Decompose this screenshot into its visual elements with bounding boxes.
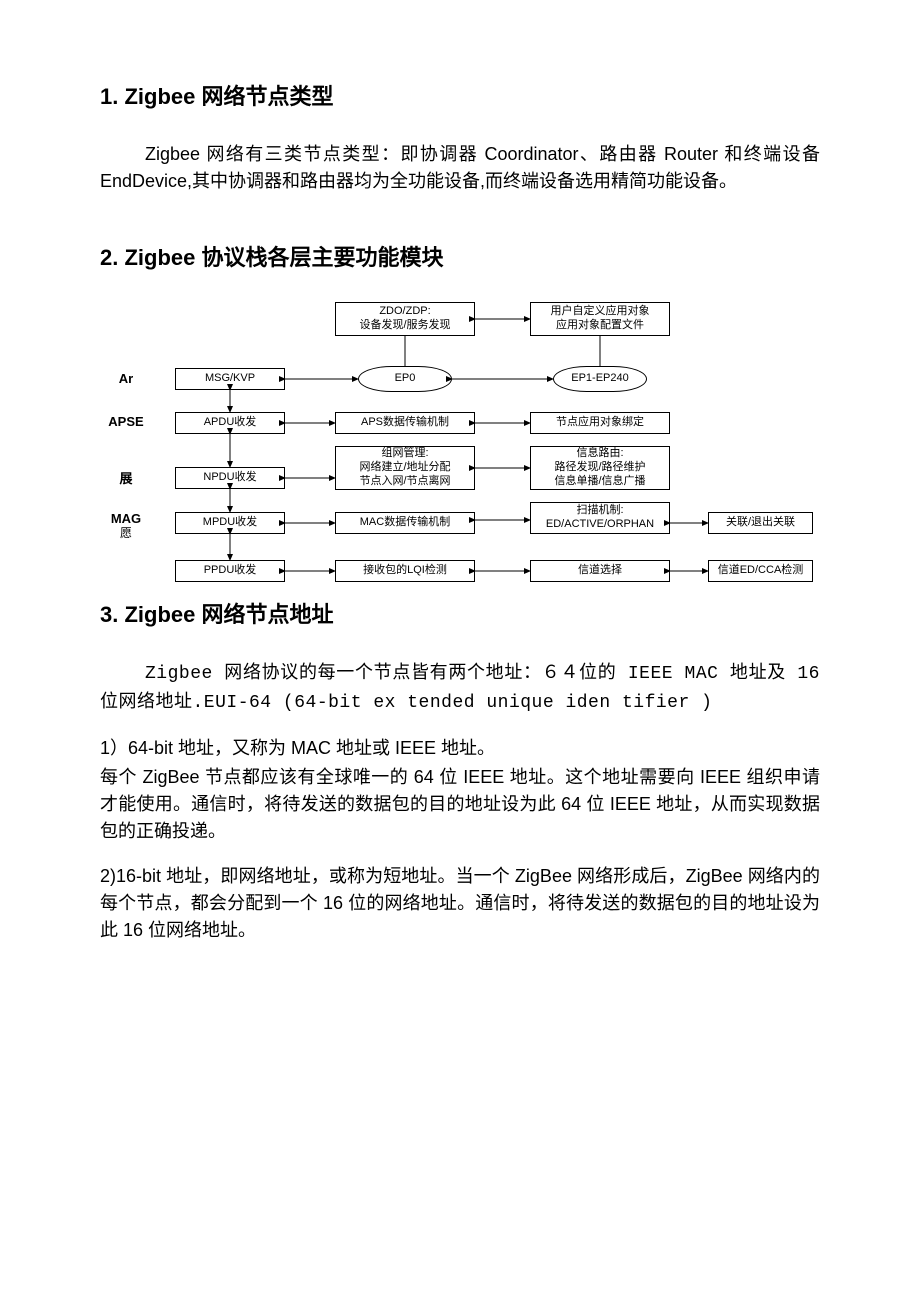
node-route: 信息路由:路径发现/路径维护信息单播/信息广播 <box>530 446 670 490</box>
row-label-zhan: 展 <box>100 472 152 486</box>
section3-para2a: 1）64-bit 地址，又称为 MAC 地址或 IEEE 地址。 <box>100 735 820 762</box>
node-assoc: 关联/退出关联 <box>708 512 813 534</box>
section2-title: 2. Zigbee 协议栈各层主要功能模块 <box>100 241 820 274</box>
node-mpdu: MPDU收发 <box>175 512 285 534</box>
node-bind: 节点应用对象绑定 <box>530 412 670 434</box>
row-label-apse: APSE <box>100 415 152 429</box>
node-chsel: 信道选择 <box>530 560 670 582</box>
node-lqi: 接收包的LQI检测 <box>335 560 475 582</box>
node-scan: 扫描机制:ED/ACTIVE/ORPHAN <box>530 502 670 534</box>
node-ep1: EP1-EP240 <box>553 366 647 392</box>
row-label-mag-a: MAG <box>111 511 141 526</box>
node-macdt: MAC数据传输机制 <box>335 512 475 534</box>
node-msg: MSG/KVP <box>175 368 285 390</box>
section3-title: 3. Zigbee 网络节点地址 <box>100 598 820 631</box>
node-user: 用户自定义应用对象应用对象配置文件 <box>530 302 670 336</box>
row-label-mag: MAG 愿 <box>100 512 152 541</box>
section3-para3: 2)16-bit 地址，即网络地址，或称为短地址。当一个 ZigBee 网络形成… <box>100 863 820 944</box>
section3-para2b: 每个 ZigBee 节点都应该有全球唯一的 64 位 IEEE 地址。这个地址需… <box>100 764 820 845</box>
node-zdo: ZDO/ZDP:设备发现/服务发现 <box>335 302 475 336</box>
node-npdu: NPDU收发 <box>175 467 285 489</box>
node-ep0: EP0 <box>358 366 452 392</box>
section1-para: Zigbee 网络有三类节点类型：即协调器 Coordinator、路由器 Ro… <box>100 141 820 195</box>
section1-title: 1. Zigbee 网络节点类型 <box>100 80 820 113</box>
node-ppdu: PPDU收发 <box>175 560 285 582</box>
node-net: 组网管理:网络建立/地址分配节点入网/节点离网 <box>335 446 475 490</box>
row-label-mag-b: 愿 <box>120 526 132 540</box>
protocol-stack-diagram: Ar APSE 展 MAG 愿 ZDO/ZDP:设备发现/服务发现 用户自定义应… <box>100 302 820 592</box>
node-aps: APS数据传输机制 <box>335 412 475 434</box>
node-apdu: APDU收发 <box>175 412 285 434</box>
section3-para1: Zigbee 网络协议的每一个节点皆有两个地址：６４位的 IEEE MAC 地址… <box>100 659 820 717</box>
node-edcca: 信道ED/CCA检测 <box>708 560 813 582</box>
row-label-ar: Ar <box>100 372 152 386</box>
